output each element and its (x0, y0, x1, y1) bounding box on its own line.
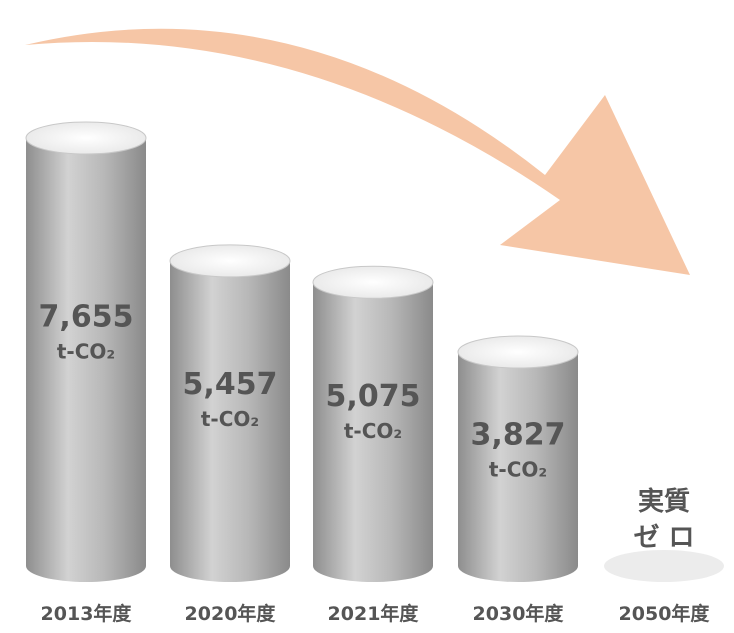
bar (457, 335, 579, 582)
zero-label-line: ゼ ロ (633, 523, 694, 553)
x-tick-label: 2021年度 (328, 602, 420, 625)
unit-labels: t-CO₂ t-CO₂ t-CO₂ t-CO₂ (57, 340, 547, 482)
bar-body (26, 138, 146, 582)
value-label: 7,655 (39, 300, 134, 335)
bars-layer (25, 121, 724, 582)
unit-label: t-CO₂ (57, 340, 115, 364)
zero-label-line: 実質 (638, 486, 690, 517)
bar (25, 121, 147, 582)
zero-label: 実質 ゼ ロ (633, 486, 694, 553)
bar-body (458, 352, 578, 582)
x-tick-label: 2013年度 (41, 602, 133, 625)
bar-top (169, 244, 291, 278)
bar-top (312, 265, 434, 299)
bar (312, 265, 434, 582)
trend-arrow (25, 28, 690, 275)
bar-top (25, 121, 147, 155)
x-tick-label: 2030年度 (473, 602, 565, 625)
bar-zero-disc (604, 550, 724, 582)
trend-arrow-shape (25, 28, 690, 275)
bar (169, 244, 291, 582)
x-tick-label: 2050年度 (619, 602, 711, 625)
unit-label: t-CO₂ (489, 457, 547, 481)
value-label: 5,075 (326, 379, 421, 414)
value-label: 3,827 (471, 417, 566, 452)
x-tick-labels: 2013年度 2020年度 2021年度 2030年度 2050年度 (41, 602, 711, 625)
value-label: 5,457 (183, 367, 278, 402)
bar-body (170, 260, 290, 582)
unit-label: t-CO₂ (201, 407, 259, 431)
value-labels: 7,655 5,457 5,075 3,827 (39, 300, 566, 453)
bar-top (457, 335, 579, 369)
unit-label: t-CO₂ (344, 419, 402, 443)
bar-body (313, 282, 433, 582)
x-tick-label: 2020年度 (185, 602, 277, 625)
